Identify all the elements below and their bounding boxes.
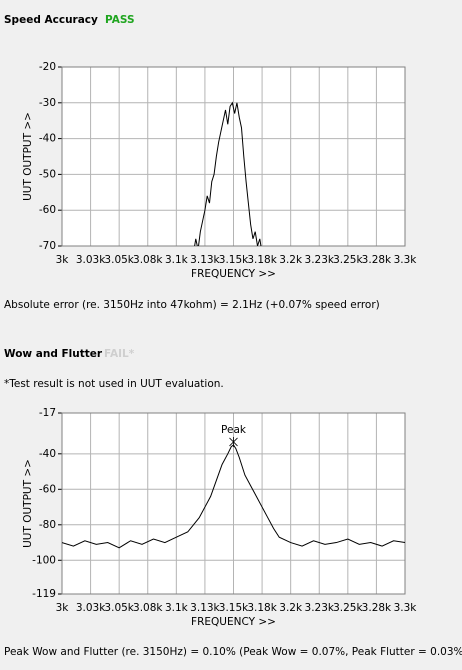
x-tick-label: 3k xyxy=(56,254,70,266)
x-tick-label: 3.2k xyxy=(279,254,303,266)
x-tick-label: 3.25k xyxy=(333,602,363,614)
x-tick-label: 3.03k xyxy=(76,602,106,614)
x-tick-label: 3.15k xyxy=(219,254,249,266)
x-tick-label: 3k xyxy=(56,602,70,614)
annotation: Peak xyxy=(221,424,247,436)
y-tick-label: -80 xyxy=(39,519,56,531)
x-tick-label: 3.28k xyxy=(362,602,392,614)
x-tick-label: 3.25k xyxy=(333,254,363,266)
y-tick-label: -40 xyxy=(39,133,56,145)
peak-marker xyxy=(229,436,238,447)
y-tick-label: -119 xyxy=(32,588,56,600)
x-tick-label: 3.05k xyxy=(104,254,134,266)
spectrum-line xyxy=(194,101,262,246)
x-tick-label: 3.05k xyxy=(104,602,134,614)
y-tick-label: -60 xyxy=(39,483,56,495)
x-tick-label: 3.18k xyxy=(247,254,277,266)
y-tick-label: -30 xyxy=(39,97,56,109)
section-title: Wow and Flutter xyxy=(4,348,103,360)
y-tick-label: -40 xyxy=(39,448,56,460)
x-tick-label: 3.3k xyxy=(394,254,418,266)
x-tick-label: 3.23k xyxy=(305,602,335,614)
result-text: Peak Wow and Flutter (re. 3150Hz) = 0.10… xyxy=(4,646,462,658)
x-axis-label: FREQUENCY >> xyxy=(191,616,276,628)
x-tick-label: 3.15k xyxy=(219,602,249,614)
x-tick-label: 3.2k xyxy=(279,602,303,614)
x-tick-label: 3.03k xyxy=(76,254,106,266)
x-tick-label: 3.08k xyxy=(133,602,163,614)
x-tick-label: 3.3k xyxy=(394,602,418,614)
x-tick-label: 3.1k xyxy=(165,254,189,266)
y-tick-label: -20 xyxy=(39,61,56,73)
y-tick-label: -70 xyxy=(39,240,56,252)
x-tick-label: 3.08k xyxy=(133,254,163,266)
plot-border xyxy=(61,412,406,595)
y-axis-label: UUT OUTPUT >> xyxy=(22,459,34,548)
plot-border xyxy=(61,66,406,247)
section-title: Speed Accuracy xyxy=(4,14,98,26)
status: FAIL* xyxy=(104,348,135,360)
y-tick-label: -17 xyxy=(39,407,56,419)
status: PASS xyxy=(105,14,135,26)
x-tick-label: 3.28k xyxy=(362,254,392,266)
y-tick-label: -100 xyxy=(32,554,56,566)
y-tick-label: -50 xyxy=(39,168,56,180)
note-text: *Test result is not used in UUT evaluati… xyxy=(4,378,224,390)
y-tick-label: -60 xyxy=(39,204,56,216)
result-text: Absolute error (re. 3150Hz into 47kohm) … xyxy=(4,299,380,311)
x-tick-label: 3.1k xyxy=(165,602,189,614)
x-tick-label: 3.23k xyxy=(305,254,335,266)
x-axis-label: FREQUENCY >> xyxy=(191,268,276,280)
x-tick-label: 3.13k xyxy=(190,602,220,614)
y-axis-label: UUT OUTPUT >> xyxy=(22,112,34,201)
x-tick-label: 3.18k xyxy=(247,602,277,614)
x-tick-label: 3.13k xyxy=(190,254,220,266)
